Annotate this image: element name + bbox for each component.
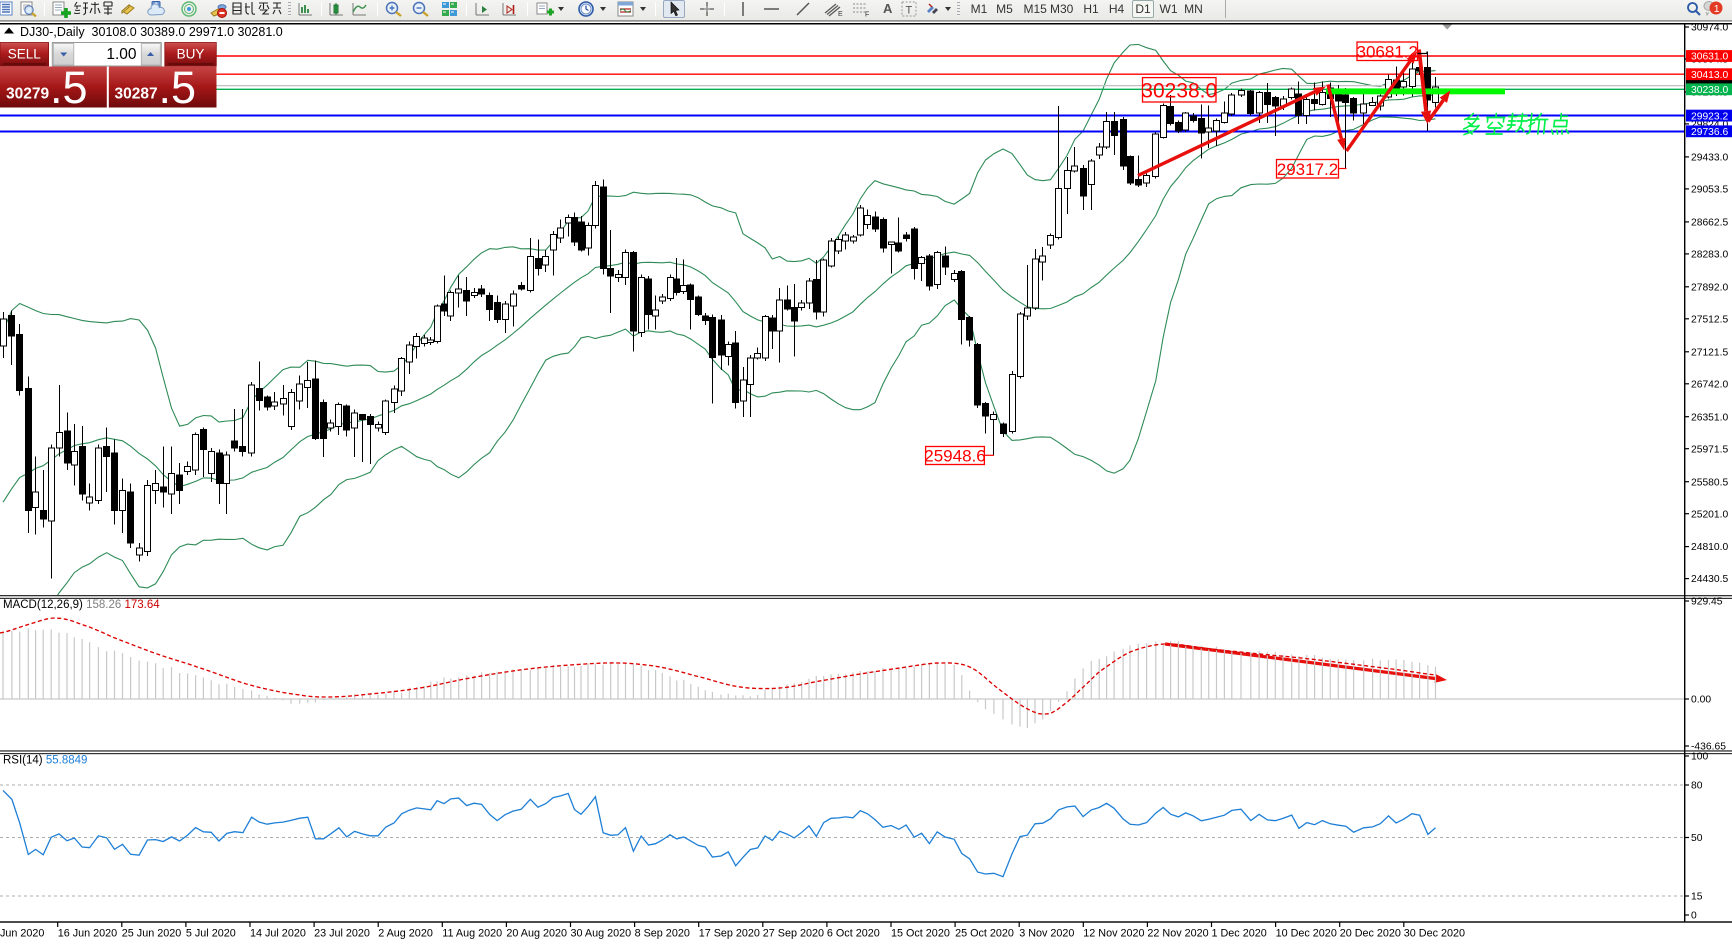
svg-text:25580.5: 25580.5 <box>1691 477 1728 488</box>
svg-text:27121.5: 27121.5 <box>1691 347 1728 358</box>
svg-text:SELL: SELL <box>8 47 42 62</box>
svg-text:30 Dec 2020: 30 Dec 2020 <box>1404 928 1465 940</box>
svg-text:27 Sep 2020: 27 Sep 2020 <box>763 928 824 940</box>
svg-text:29824.0: 29824.0 <box>1691 120 1728 131</box>
svg-text:29736.6: 29736.6 <box>1691 127 1728 138</box>
svg-text:26742.0: 26742.0 <box>1691 379 1728 390</box>
svg-text:100: 100 <box>1691 752 1708 763</box>
svg-text:29317.2: 29317.2 <box>1277 160 1338 179</box>
svg-text:30 Aug 2020: 30 Aug 2020 <box>571 928 632 940</box>
svg-text:1: 1 <box>1714 3 1720 15</box>
svg-text:11 Aug 2020: 11 Aug 2020 <box>442 928 502 940</box>
svg-text:25 Jun 2020: 25 Jun 2020 <box>122 928 181 940</box>
svg-text:-436.65: -436.65 <box>1691 742 1726 753</box>
svg-text:28283.0: 28283.0 <box>1691 250 1728 261</box>
svg-text:929.45: 929.45 <box>1691 597 1723 608</box>
svg-text:0.00: 0.00 <box>1691 695 1711 706</box>
svg-text:30287: 30287 <box>115 86 158 103</box>
svg-text:27512.5: 27512.5 <box>1691 314 1728 325</box>
svg-text:50: 50 <box>1691 833 1703 844</box>
svg-text:24430.5: 24430.5 <box>1691 574 1728 585</box>
svg-text:F: F <box>865 12 869 18</box>
svg-text:28662.5: 28662.5 <box>1691 218 1728 229</box>
svg-text:6 Oct 2020: 6 Oct 2020 <box>827 928 880 940</box>
svg-text:30279: 30279 <box>6 86 49 103</box>
svg-text:.5: .5 <box>159 62 197 113</box>
svg-text:26351.0: 26351.0 <box>1691 412 1728 423</box>
svg-text:23 Jul 2020: 23 Jul 2020 <box>314 928 370 940</box>
svg-text:8 Sep 2020: 8 Sep 2020 <box>635 928 690 940</box>
svg-text:15 Oct 2020: 15 Oct 2020 <box>891 928 950 940</box>
svg-text:T: T <box>906 5 913 17</box>
svg-text:12 Nov 2020: 12 Nov 2020 <box>1083 928 1144 940</box>
svg-text:30238.0: 30238.0 <box>1691 85 1728 96</box>
svg-text:Jun 2020: Jun 2020 <box>0 928 44 940</box>
svg-text:1.00: 1.00 <box>106 46 137 63</box>
svg-text:30681.2: 30681.2 <box>1357 42 1418 61</box>
svg-text:DJ30-,Daily 30108.0 30389.0 2: DJ30-,Daily 30108.0 30389.0 29971.0 3028… <box>20 25 283 39</box>
svg-text:14 Jul 2020: 14 Jul 2020 <box>250 928 306 940</box>
svg-text:25 Oct 2020: 25 Oct 2020 <box>955 928 1014 940</box>
svg-text:17 Sep 2020: 17 Sep 2020 <box>699 928 760 940</box>
svg-text:RSI(14) 55.8849: RSI(14) 55.8849 <box>3 755 87 767</box>
svg-text:2 Aug 2020: 2 Aug 2020 <box>378 928 433 940</box>
svg-text:30631.0: 30631.0 <box>1691 52 1728 63</box>
svg-text:25201.0: 25201.0 <box>1691 509 1728 520</box>
svg-text:3 Nov 2020: 3 Nov 2020 <box>1019 928 1074 940</box>
svg-text:80: 80 <box>1691 781 1703 792</box>
svg-text:29053.5: 29053.5 <box>1691 185 1728 196</box>
svg-text:0: 0 <box>1691 911 1697 922</box>
svg-text:16 Jun 2020: 16 Jun 2020 <box>58 928 117 940</box>
svg-text:15: 15 <box>1691 892 1703 903</box>
svg-text:MACD(12,26,9) 158.26 173.64: MACD(12,26,9) 158.26 173.64 <box>3 599 160 611</box>
svg-text:20 Dec 2020: 20 Dec 2020 <box>1340 928 1401 940</box>
svg-text:30974.0: 30974.0 <box>1691 23 1728 34</box>
svg-text:.5: .5 <box>50 62 88 113</box>
svg-text:E: E <box>838 11 843 17</box>
svg-text:24810.0: 24810.0 <box>1691 542 1728 553</box>
svg-text:25971.5: 25971.5 <box>1691 444 1728 455</box>
svg-text:29923.2: 29923.2 <box>1691 111 1728 122</box>
svg-text:10 Dec 2020: 10 Dec 2020 <box>1276 928 1337 940</box>
svg-text:30413.0: 30413.0 <box>1691 70 1728 81</box>
svg-text:30238.0: 30238.0 <box>1141 79 1217 102</box>
svg-text:25948.6: 25948.6 <box>924 447 985 466</box>
svg-text:5 Jul 2020: 5 Jul 2020 <box>186 928 236 940</box>
svg-text:29433.0: 29433.0 <box>1691 153 1728 164</box>
svg-text:22 Nov 2020: 22 Nov 2020 <box>1147 928 1208 940</box>
svg-text:1 Dec 2020: 1 Dec 2020 <box>1212 928 1267 940</box>
svg-text:27892.0: 27892.0 <box>1691 282 1728 293</box>
svg-text:20 Aug 2020: 20 Aug 2020 <box>506 928 567 940</box>
svg-text:BUY: BUY <box>177 47 205 62</box>
